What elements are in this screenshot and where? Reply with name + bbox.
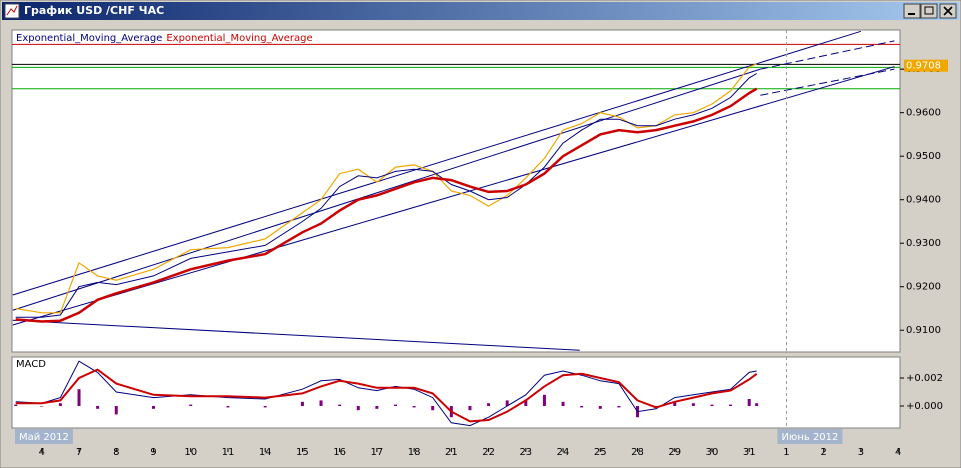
- histogram-bar: [356, 406, 360, 411]
- trend-line: [12, 319, 580, 351]
- x-tick-label: 8: [113, 447, 119, 458]
- histogram-bar: [226, 406, 230, 408]
- histogram-bar: [338, 404, 342, 407]
- y-tick-label: 0.9100: [906, 325, 941, 336]
- x-tick-label: 23: [519, 447, 532, 458]
- x-tick-label: 14: [259, 447, 272, 458]
- histogram-bar: [673, 401, 677, 407]
- x-tick-label: 17: [371, 447, 384, 458]
- histogram-bar: [96, 406, 100, 409]
- window-icon-glyph: [6, 5, 18, 16]
- x-tick-label: 24: [557, 447, 570, 458]
- price-panel: [11, 29, 901, 353]
- histogram-bar: [431, 406, 435, 411]
- legend-entry: Exponential_Moving_Average: [166, 33, 312, 44]
- month-label: Июнь 2012: [781, 432, 838, 443]
- x-tick-label: 29: [668, 447, 681, 458]
- histogram-bar: [300, 401, 304, 407]
- histogram-bar: [755, 403, 759, 407]
- histogram-bar: [151, 406, 155, 409]
- y-tick-label: 0.9400: [906, 195, 941, 206]
- histogram-bar: [468, 406, 472, 411]
- y-tick-label: 0.9200: [906, 282, 941, 293]
- x-tick-label: 7: [76, 447, 82, 458]
- histogram-bar: [710, 404, 714, 407]
- histogram-bar: [505, 400, 509, 407]
- histogram-bar: [580, 406, 584, 408]
- x-tick-label: 4: [895, 447, 901, 458]
- histogram-bar: [189, 404, 193, 407]
- x-tick-label: 15: [296, 447, 309, 458]
- month-box: [15, 429, 73, 444]
- panel-title: MACD: [16, 359, 46, 370]
- histogram-bar: [58, 403, 62, 407]
- trend-line: [760, 40, 895, 70]
- month-label: Май 2012: [19, 432, 69, 443]
- month-box: [777, 429, 843, 444]
- y-tick-label: 0.9500: [906, 151, 941, 162]
- last-price-label: 0.9708: [906, 61, 941, 72]
- legend-entry: Exponential_Moving_Average: [16, 33, 162, 44]
- trend-line: [12, 66, 895, 326]
- y-tick-label: 0.9600: [906, 108, 941, 119]
- x-tick-label: 31: [743, 447, 756, 458]
- x-tick-label: 3: [858, 447, 864, 458]
- x-tick-label: 30: [706, 447, 719, 458]
- histogram-bar: [729, 404, 733, 407]
- series-line: [15, 63, 757, 314]
- x-tick-label: 2: [820, 447, 826, 458]
- window-title: График USD /CHF ЧАС: [24, 4, 164, 17]
- title-bar: [2, 2, 959, 20]
- trend-line: [760, 68, 895, 96]
- histogram-bar: [77, 389, 81, 407]
- histogram-bar: [393, 404, 397, 407]
- y-tick-label: +0.000: [906, 401, 943, 412]
- x-tick-label: 21: [445, 447, 458, 458]
- x-tick-label: 22: [482, 447, 495, 458]
- histogram-bar: [412, 406, 416, 408]
- histogram-bar: [691, 403, 695, 407]
- histogram-bar: [40, 406, 44, 407]
- histogram-bar: [561, 401, 565, 407]
- x-tick-label: 18: [408, 447, 421, 458]
- macd-panel: [11, 356, 901, 429]
- x-tick-label: 4: [39, 447, 45, 458]
- histogram-bar: [487, 403, 491, 407]
- x-tick-label: 25: [594, 447, 607, 458]
- x-tick-label: 1: [783, 447, 789, 458]
- x-tick-label: 10: [184, 447, 197, 458]
- y-tick-label: +0.002: [906, 373, 943, 384]
- x-tick-label: 28: [631, 447, 644, 458]
- last-price-box: [904, 59, 948, 72]
- x-tick-label: 11: [222, 447, 235, 458]
- trend-line: [12, 30, 862, 296]
- trend-line: [12, 68, 761, 311]
- series-line: [15, 87, 758, 323]
- series-line: [15, 368, 758, 423]
- histogram-bar: [617, 406, 621, 408]
- histogram-bar: [524, 400, 528, 407]
- histogram-bar: [598, 406, 602, 409]
- histogram-bar: [375, 406, 379, 409]
- histogram-bar: [263, 406, 267, 408]
- maximize-button[interactable]: [920, 3, 938, 19]
- window-icon: [4, 3, 20, 19]
- x-tick-label: 9: [150, 447, 156, 458]
- histogram-bar: [747, 399, 751, 407]
- y-tick-label: 0.9300: [906, 238, 941, 249]
- histogram-bar: [542, 394, 546, 407]
- x-tick-label: 16: [333, 447, 346, 458]
- histogram-bar: [114, 406, 118, 415]
- close-button[interactable]: [939, 3, 957, 19]
- histogram-bar: [14, 404, 18, 407]
- minimize-button[interactable]: [903, 3, 921, 19]
- histogram-bar: [319, 400, 323, 407]
